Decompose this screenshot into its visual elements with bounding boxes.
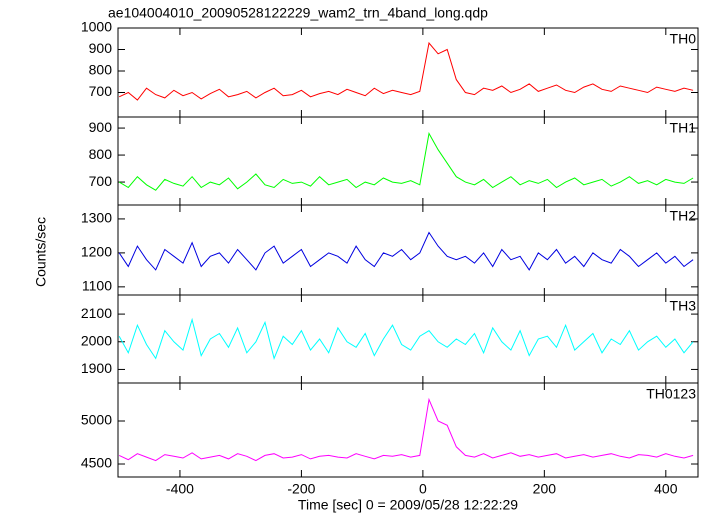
y-tick-label: 5000 (81, 412, 112, 428)
panel-label: TH0123 (646, 386, 696, 402)
y-tick-label: 700 (89, 83, 113, 99)
series-line (118, 317, 694, 360)
x-axis-label: Time [sec] 0 = 2009/05/28 12:22:29 (298, 497, 518, 513)
panel-frame (117, 116, 699, 206)
panel-label: TH3 (670, 298, 697, 314)
panel-frame (117, 27, 699, 118)
y-tick-label: 800 (89, 62, 113, 78)
x-tick-label: 0 (419, 481, 427, 497)
y-tick-label: 4500 (81, 455, 112, 471)
y-tick-label: 1300 (81, 210, 112, 226)
chart-title: ae104004010_20090528122229_wam2_trn_4ban… (108, 5, 488, 21)
y-tick-label: 1000 (81, 19, 112, 35)
y-tick-label: 800 (89, 146, 113, 162)
x-tick-label: 400 (654, 481, 678, 497)
y-tick-label: 700 (89, 173, 113, 189)
y-tick-label: 1200 (81, 244, 112, 260)
series-line (118, 132, 694, 191)
y-tick-label: 2000 (81, 332, 112, 348)
panel-frame (117, 204, 699, 296)
y-tick-label: 1100 (82, 278, 112, 294)
y-tick-label: 2100 (81, 305, 112, 321)
y-tick-label: 1900 (81, 360, 112, 376)
panel-label: TH1 (670, 120, 697, 136)
y-axis-label: Counts/sec (33, 217, 49, 287)
panel-label: TH2 (670, 208, 697, 224)
series-line (118, 41, 694, 101)
x-tick-label: -200 (287, 481, 315, 497)
y-tick-label: 900 (89, 40, 113, 56)
y-tick-label: 900 (89, 119, 113, 135)
x-tick-label: -400 (166, 481, 194, 497)
panel-frame (117, 382, 699, 478)
series-line (118, 397, 694, 462)
series-line (118, 231, 694, 271)
x-tick-label: 200 (533, 481, 557, 497)
panel-label: TH0 (670, 31, 697, 47)
